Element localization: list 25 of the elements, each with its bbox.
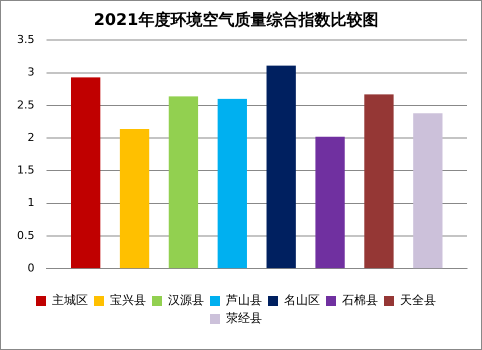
legend-label: 天全县 [400, 293, 436, 308]
y-tick-label: 2.5 [16, 98, 34, 112]
y-tick-label: 0.5 [16, 228, 34, 242]
y-tick-label: 1.5 [16, 164, 34, 177]
y-tick-label: 3.5 [16, 33, 34, 46]
bar [70, 77, 100, 268]
bar [364, 94, 394, 268]
bar [266, 66, 296, 268]
legend-label: 主城区 [52, 293, 88, 308]
legend-label: 名山区 [284, 293, 320, 308]
y-tick-label: 0 [27, 261, 34, 274]
bar [218, 98, 247, 268]
y-tick-label: 1 [27, 196, 34, 210]
legend-label: 石棉县 [342, 293, 378, 308]
bar [168, 96, 198, 268]
bar [315, 136, 345, 268]
y-tick-label: 2 [27, 130, 34, 144]
legend-label: 荥经县 [226, 311, 262, 326]
bar [120, 128, 150, 268]
legend-label: 宝兴县 [110, 293, 146, 308]
legend-label: 芦山县 [226, 293, 262, 308]
bar [413, 113, 443, 268]
chart-title: 2021年度环境空气质量综合指数比较图 [94, 10, 378, 29]
y-tick-label: 3 [27, 66, 34, 79]
legend-label: 汉源县 [168, 293, 204, 308]
